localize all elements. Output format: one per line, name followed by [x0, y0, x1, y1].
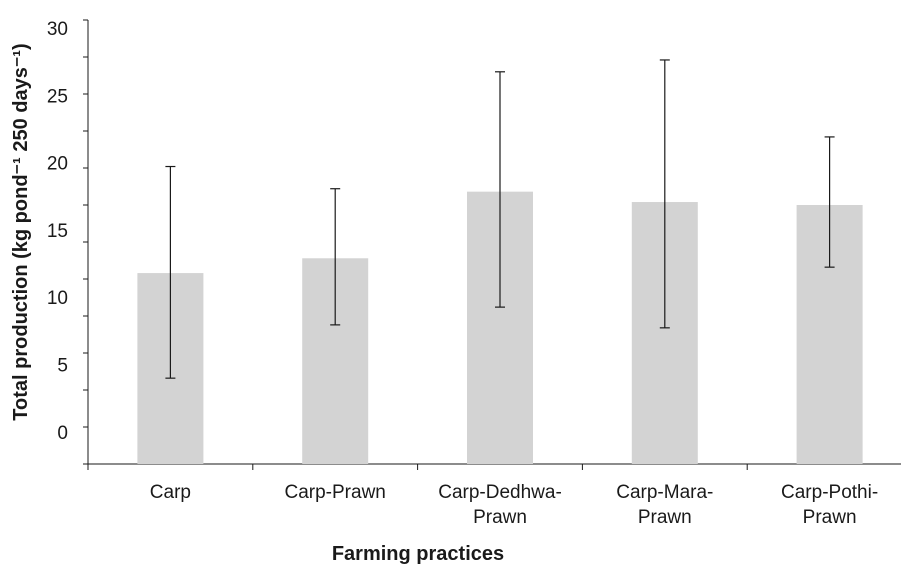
error-bars	[165, 59, 835, 379]
category-label: Carp-Dedhwa- Prawn	[438, 482, 562, 528]
category-label-line: Carp-Prawn	[285, 482, 386, 503]
y-tick-label: 10	[47, 288, 68, 309]
y-tick-label: 25	[47, 86, 68, 107]
y-tick-label: 30	[47, 19, 68, 40]
category-label: Carp-Mara- Prawn	[616, 482, 713, 528]
category-label: Carp-Pothi- Prawn	[781, 482, 878, 528]
category-label: Carp	[150, 482, 191, 503]
y-axis-title: Total production (kg pond⁻¹ 250 days⁻¹)	[10, 43, 32, 420]
category-label: Carp-Prawn	[285, 482, 386, 503]
y-tick-label: 20	[47, 154, 68, 175]
category-label-line: Prawn	[473, 507, 527, 528]
x-axis	[87, 463, 901, 470]
y-tick-label: 5	[57, 356, 68, 377]
category-label-line: Carp-Dedhwa-	[438, 482, 562, 503]
y-tick-label: 0	[57, 423, 68, 444]
y-tick-labels: 30 25 20 15 10 5 0	[47, 19, 68, 444]
category-label-line: Prawn	[638, 507, 692, 528]
category-label-line: Carp	[150, 482, 191, 503]
category-label-line: Prawn	[803, 507, 857, 528]
category-label-line: Carp-Mara-	[616, 482, 713, 503]
y-tick-label: 15	[47, 221, 68, 242]
category-label-line: Carp-Pothi-	[781, 482, 878, 503]
x-axis-title: Farming practices	[332, 543, 504, 565]
y-axis	[83, 19, 89, 465]
category-labels: Carp Carp-Prawn Carp-Dedhwa-PrawnCarp-Mara…	[150, 482, 878, 528]
